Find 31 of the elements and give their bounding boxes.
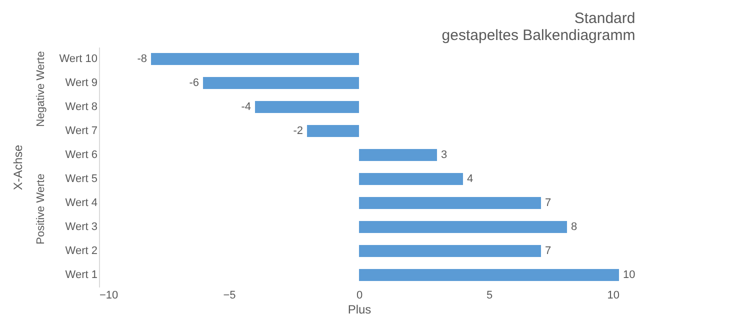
- y-tick-label: Wert 6: [65, 149, 98, 161]
- text: Standard: [574, 10, 636, 27]
- text: Positive Werte: [35, 174, 47, 244]
- x-tick-label: 10: [607, 290, 620, 302]
- y-tick-label: Wert 7: [65, 125, 98, 137]
- x-tick-label: −10: [100, 290, 118, 302]
- data-label: 7: [545, 197, 552, 209]
- data-label: -4: [241, 101, 251, 113]
- data-label: -8: [137, 53, 147, 65]
- y-tick-label: Wert 2: [65, 245, 98, 257]
- data-label: 7: [545, 245, 552, 257]
- x-tick-label: 0: [356, 290, 363, 302]
- y-tick-label: Wert 10: [59, 53, 98, 65]
- x-tick-label: −5: [223, 290, 236, 302]
- y-axis-title: X-Achse: [11, 144, 26, 190]
- text: Negative Werte: [35, 51, 47, 127]
- data-label: -2: [293, 125, 303, 137]
- y-tick-label: Wert 3: [65, 221, 98, 233]
- y-tick-label: Wert 1: [65, 269, 98, 281]
- x-tick-label: 5: [486, 290, 493, 302]
- data-label: 10: [623, 269, 636, 281]
- y-tick-label: Wert 5: [65, 173, 98, 185]
- text: gestapeltes Balkendiagramm: [442, 27, 636, 44]
- data-label: 4: [467, 173, 474, 185]
- data-label: -6: [189, 77, 199, 89]
- y-tick-label: Wert 4: [65, 197, 98, 209]
- data-label: 3: [441, 149, 448, 161]
- x-axis-title: Plus: [348, 302, 372, 316]
- data-label: 8: [571, 221, 578, 233]
- y-tick-label: Wert 9: [65, 77, 98, 89]
- y-tick-label: Wert 8: [65, 101, 98, 113]
